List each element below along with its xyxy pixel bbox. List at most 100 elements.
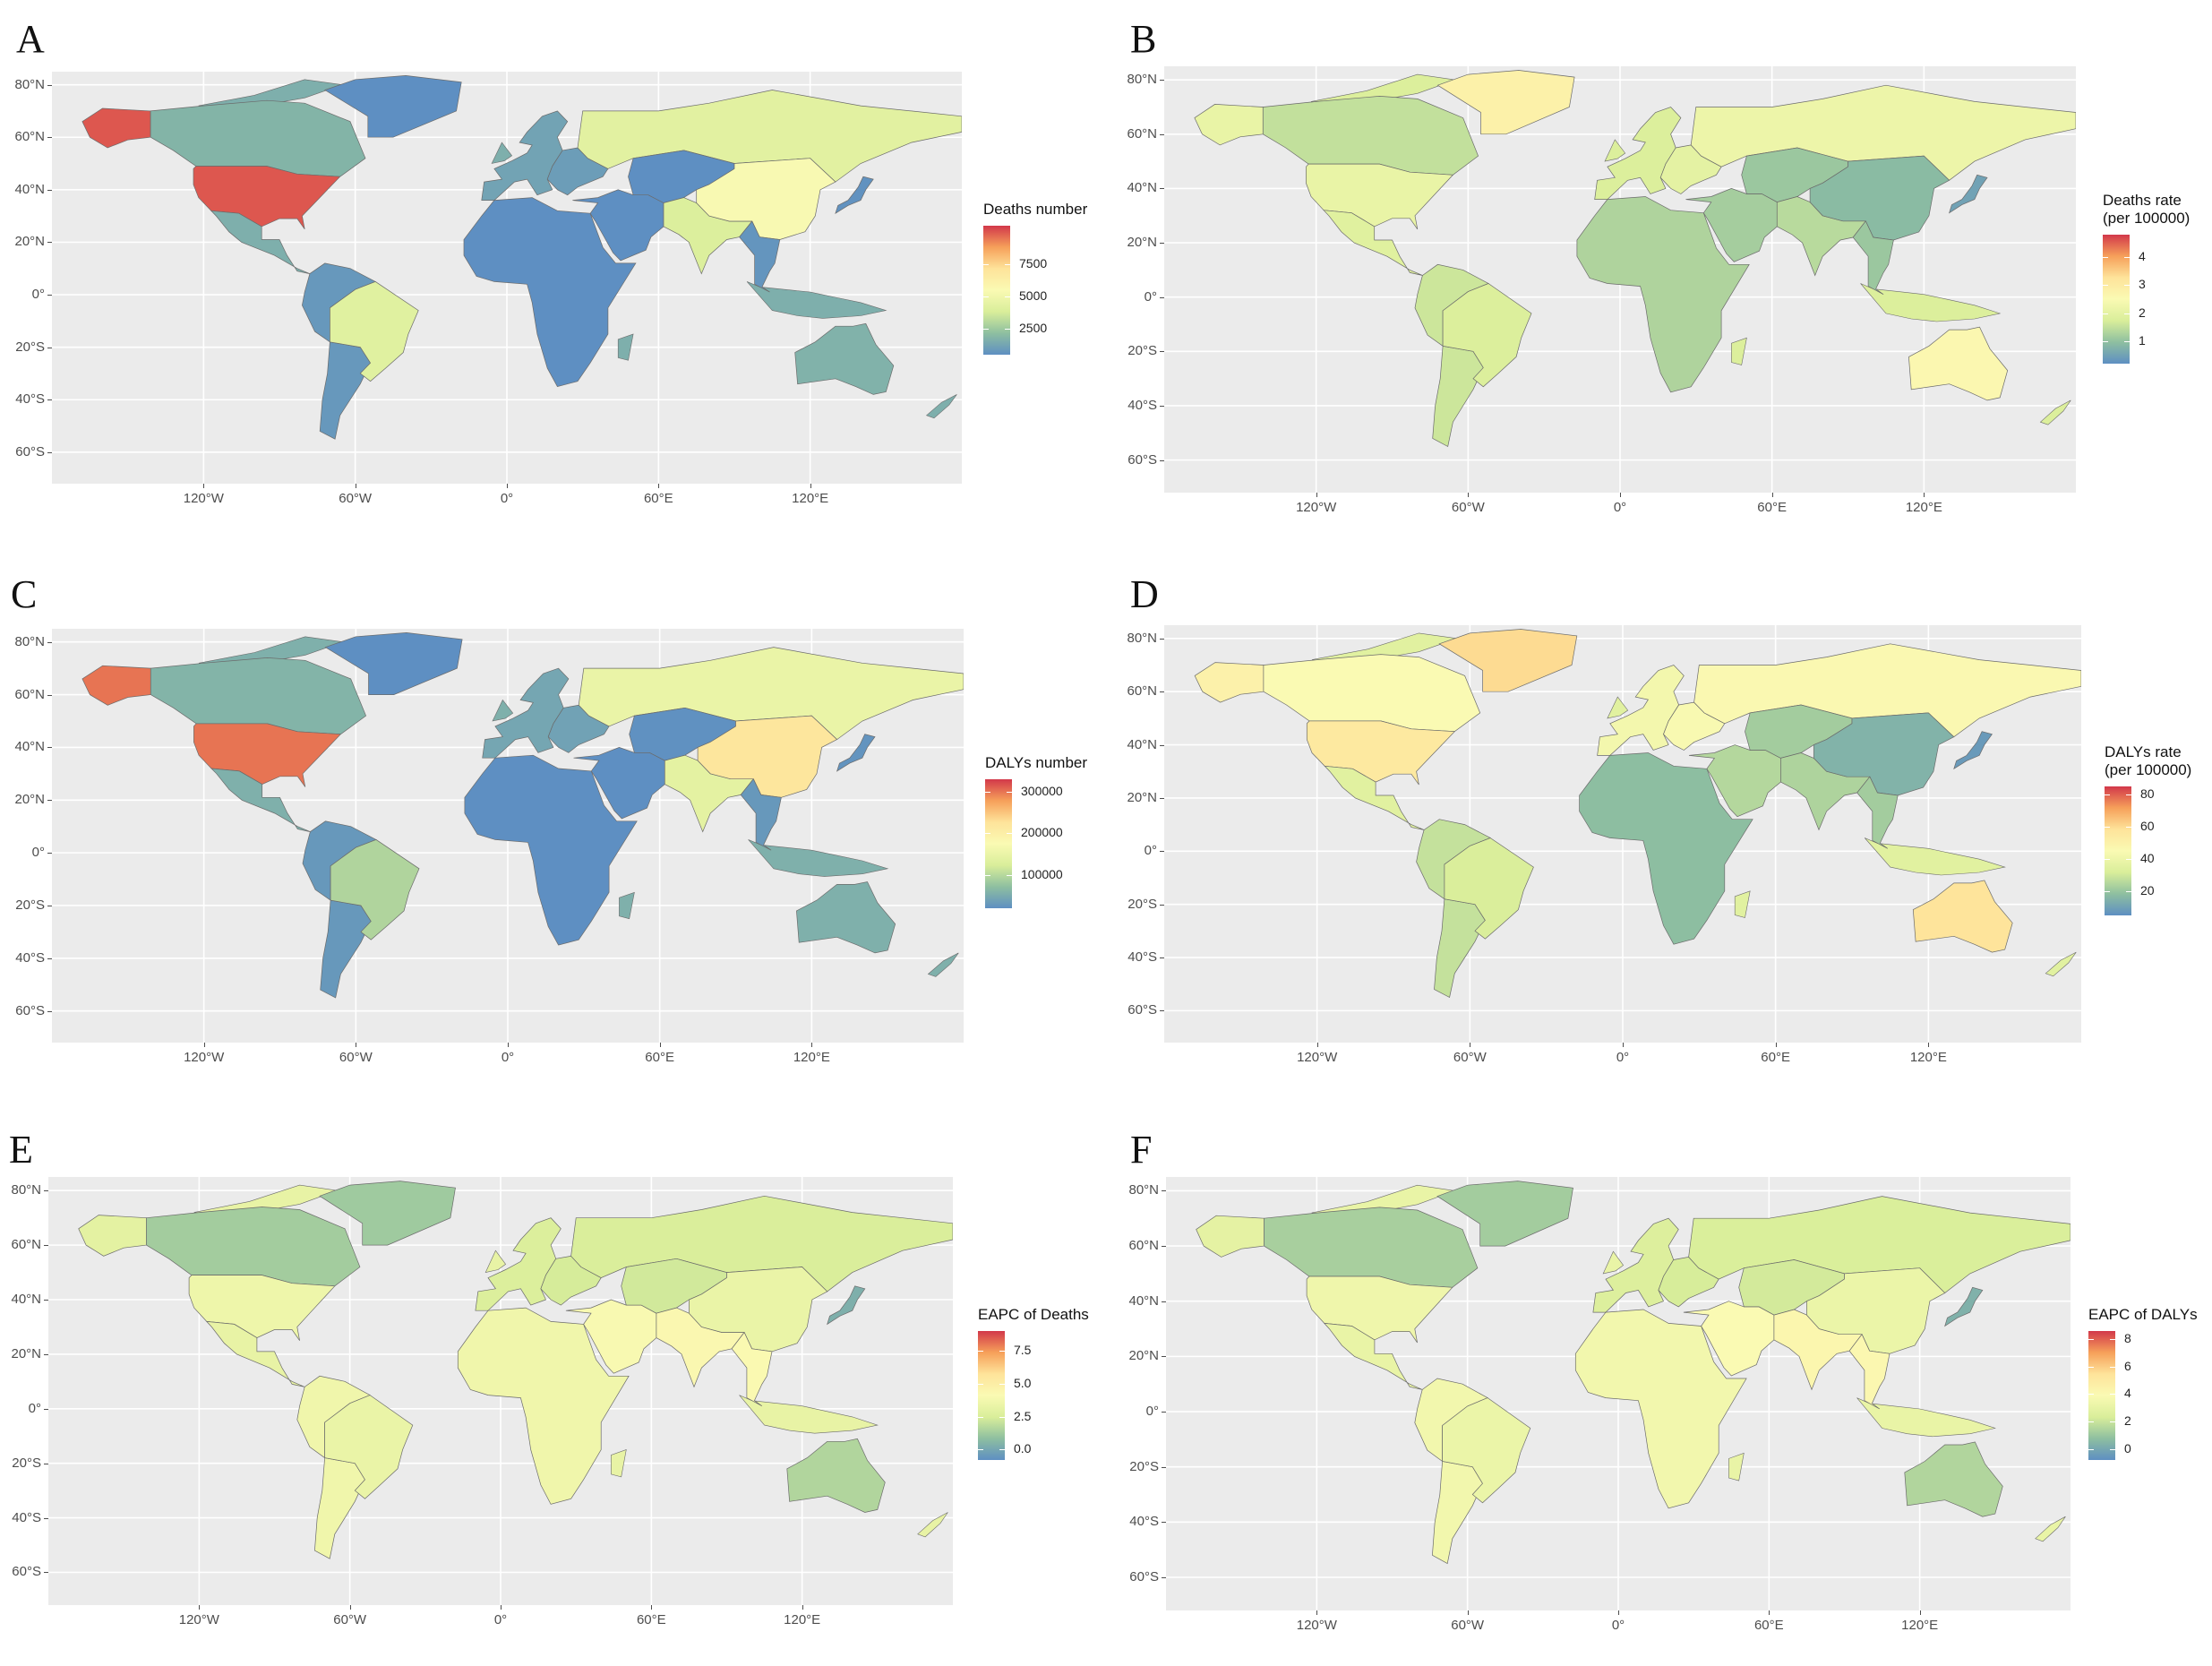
legend-tick <box>2124 285 2130 287</box>
map-panel-b: B 80°N 60°N 40°N 20°N 0° 20°S 40°S 60°S 120°W 60°W… <box>1110 0 2212 555</box>
legend-tick <box>1005 296 1010 298</box>
map-plot-area <box>1164 625 2081 1043</box>
land-region <box>492 699 514 722</box>
region-greenland <box>324 632 463 695</box>
lat-tick <box>47 242 52 244</box>
legend-tick <box>2124 340 2130 342</box>
region-europe-east <box>547 704 610 753</box>
lon-tick-label: 60°W <box>339 1050 373 1065</box>
region-china <box>689 1267 828 1353</box>
world-map <box>1164 66 2076 493</box>
region-japan <box>1944 1286 1984 1327</box>
lat-tick <box>1160 133 1164 135</box>
map-plot-area <box>48 1177 953 1605</box>
legend-title: Deaths number <box>983 201 1088 218</box>
region-china <box>697 715 838 798</box>
lat-tick-label: 60°N <box>1128 1238 1159 1254</box>
lat-tick-label: 80°N <box>1128 1182 1159 1198</box>
lon-tick-label: 120°E <box>792 491 829 506</box>
legend-tick <box>983 329 989 331</box>
lat-tick-label: 60°N <box>1127 125 1157 142</box>
region-china <box>1806 1267 1946 1354</box>
region-mexico-central <box>1324 765 1425 830</box>
legend-tick <box>2110 1421 2115 1423</box>
lat-tick-label: 20°N <box>14 234 45 250</box>
lat-tick-label: 60°N <box>14 686 45 702</box>
lat-tick <box>1160 188 1164 190</box>
region-australia <box>1904 1441 2003 1517</box>
legend-tick-label: 6 <box>2124 1358 2131 1373</box>
region-brazil <box>324 1395 414 1499</box>
land-region <box>927 952 959 977</box>
lon-tick <box>1618 1610 1619 1615</box>
lon-tick <box>1316 493 1317 497</box>
map-plot-area <box>1164 66 2076 493</box>
map-plot-area <box>1166 1177 2071 1610</box>
legend-title: DALYs number <box>985 754 1088 771</box>
region-australia <box>786 1438 886 1513</box>
lon-tick <box>1467 1610 1469 1615</box>
lat-tick-label: 60°S <box>15 1002 45 1018</box>
lon-tick-label: 60°E <box>1757 500 1787 515</box>
legend-tick <box>1007 874 1012 876</box>
legend-tick <box>2088 1421 2094 1423</box>
panel-letter: B <box>1130 17 1157 61</box>
lat-tick-label: 20°N <box>1127 789 1157 805</box>
legend-tick <box>999 1416 1005 1418</box>
region-europe-west <box>481 110 569 201</box>
lat-tick-label: 40°S <box>1129 1514 1159 1530</box>
region-africa <box>463 197 637 388</box>
lon-tick <box>1769 1610 1770 1615</box>
region-alaska <box>1196 1215 1265 1258</box>
lon-tick-label: 120°W <box>184 1050 225 1065</box>
land-region <box>2035 1516 2066 1542</box>
region-china <box>1813 712 1955 796</box>
legend-tick <box>983 296 989 298</box>
legend-tick-label: 200000 <box>1021 825 1063 840</box>
lat-tick-label: 0° <box>1144 288 1157 305</box>
region-greenland <box>319 1181 456 1246</box>
region-canada <box>1264 1207 1479 1288</box>
lon-tick <box>203 1043 205 1047</box>
region-north-america-usa <box>1306 720 1456 786</box>
lat-tick-label: 0° <box>1145 1404 1159 1420</box>
lat-tick <box>1160 744 1164 746</box>
region-north-america-usa <box>193 166 341 230</box>
land-region <box>491 142 513 164</box>
lon-tick <box>203 484 205 488</box>
lon-tick-label: 120°W <box>183 491 224 506</box>
legend-tick-label: 0.0 <box>1014 1441 1032 1456</box>
lon-tick-label: 60°E <box>643 491 673 506</box>
lon-tick-label: 120°E <box>1909 1050 1947 1065</box>
legend-tick <box>2126 827 2131 828</box>
lat-tick-label: 40°N <box>14 181 45 197</box>
region-southeast-asia <box>739 220 781 293</box>
region-europe-west <box>482 667 570 759</box>
lat-tick-label: 40°N <box>1127 180 1157 196</box>
legend-tick-label: 5.0 <box>1014 1375 1032 1390</box>
legend-tick <box>978 1351 983 1353</box>
lat-tick <box>47 641 52 643</box>
legend-tick <box>2110 1366 2115 1368</box>
legend-tick <box>999 1351 1005 1353</box>
map-panel-a: A 80°N 60°N 40°N 20°N 0° 20°S 40°S 60°S 120°W 60°W… <box>0 0 1102 555</box>
legend-tick <box>2126 859 2131 860</box>
lon-tick-label: 120°W <box>1296 1618 1337 1633</box>
panel-letter: F <box>1130 1128 1153 1172</box>
land-region <box>1602 1250 1625 1275</box>
lat-tick-label: 80°N <box>11 1182 41 1198</box>
lon-tick <box>1924 493 1925 497</box>
region-japan <box>827 1285 866 1326</box>
lat-tick-label: 40°S <box>1127 949 1157 966</box>
lat-tick-label: 80°N <box>14 76 45 92</box>
lat-tick <box>47 84 52 86</box>
region-north-america-usa <box>188 1275 336 1341</box>
lon-tick-label: 120°W <box>178 1612 219 1627</box>
lat-tick-label: 20°S <box>1129 1458 1159 1474</box>
lat-tick-label: 60°S <box>1129 1569 1159 1584</box>
legend-tick-label: 3 <box>2139 277 2146 292</box>
legend-tick-label: 60 <box>2140 819 2155 833</box>
lat-tick-label: 60°S <box>1127 1002 1157 1018</box>
lat-tick <box>44 1572 48 1574</box>
legend-tick <box>1007 833 1012 835</box>
